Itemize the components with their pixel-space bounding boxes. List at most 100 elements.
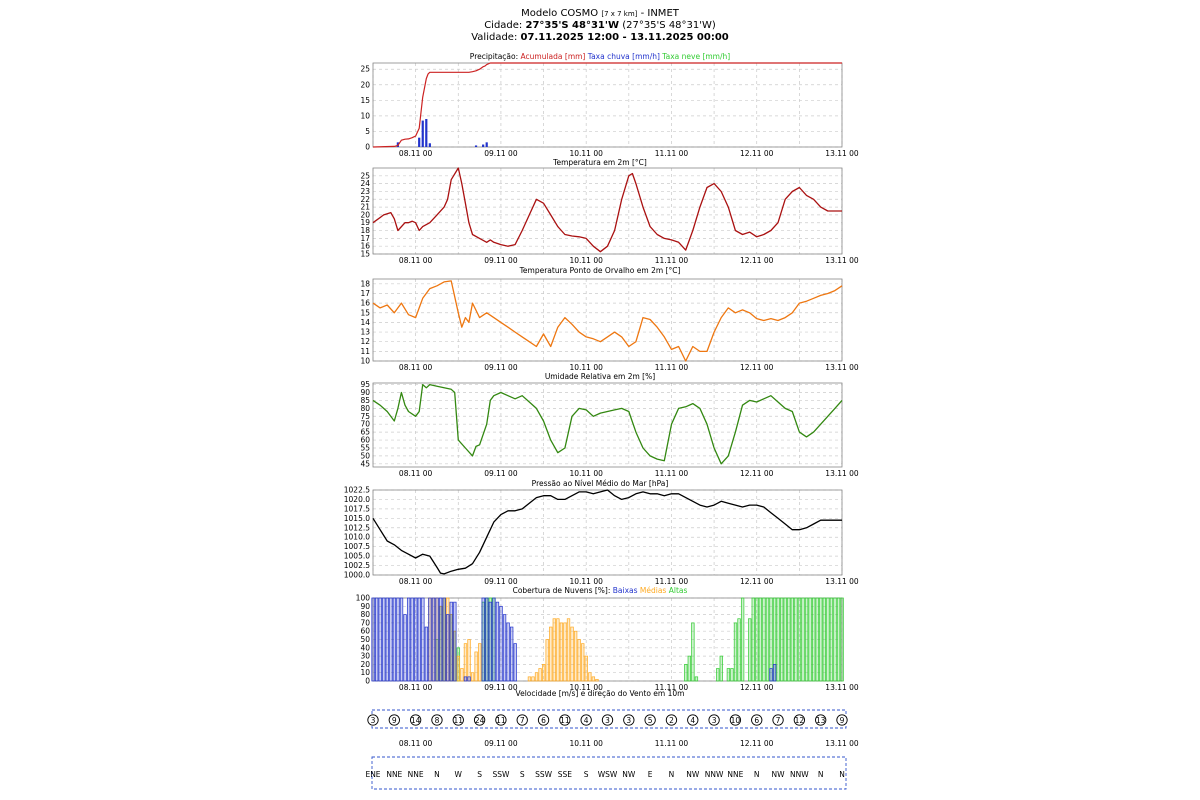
- y-tick-label: 70: [360, 420, 370, 429]
- cloud-altas-bar: [815, 597, 819, 682]
- y-tick-label: 16: [360, 299, 370, 308]
- wind-speed-label: 4: [690, 716, 695, 725]
- cloud-baixas-bar: [385, 597, 389, 682]
- y-tick-label: 80: [360, 610, 370, 619]
- panel-title: Temperatura em 2m [°C]: [552, 158, 647, 167]
- wind-direction-label: SSW: [535, 770, 553, 779]
- y-tick-label: 10: [360, 111, 370, 120]
- cloud-baixas-bar: [406, 597, 411, 682]
- y-tick-label: 12: [360, 337, 370, 346]
- plot-area: [373, 63, 842, 147]
- y-tick-label: 45: [360, 459, 370, 468]
- cloud-altas-bar: [719, 655, 723, 682]
- y-tick-label: 1022.5: [344, 486, 370, 495]
- cloud-medias-bar: [577, 639, 581, 682]
- panel-title-part: Altas: [669, 586, 688, 595]
- panel-title-part: Médias: [640, 586, 669, 595]
- wind-speed-marker: [665, 714, 678, 726]
- wind-direction-label: E: [648, 770, 653, 779]
- y-tick-label: 17: [360, 289, 370, 298]
- y-tick-label: 1000.0: [344, 571, 370, 580]
- cloud-baixas-bar: [481, 597, 485, 682]
- x-tick-label: 11.11 00: [655, 149, 689, 158]
- wind-speed-label: 9: [392, 716, 397, 725]
- cloud-baixas-bar: [421, 597, 425, 682]
- cloud-baixas-bar: [396, 597, 400, 682]
- panel-title-part: Pressão ao Nível Médio do Mar [hPa]: [532, 479, 669, 488]
- validity-range: 07.11.2025 12:00 - 13.11.2025 00:00: [520, 32, 729, 43]
- cloud-altas-bar: [684, 664, 688, 682]
- y-tick-label: 50: [360, 635, 370, 644]
- cloud-altas-bar: [794, 597, 798, 682]
- cloud-baixas-bar: [513, 643, 517, 682]
- x-tick-label: 10.11 00: [569, 577, 603, 586]
- cloud-altas-bar: [758, 597, 763, 682]
- wind-speed-marker: [772, 714, 784, 726]
- x-tick-label: 09.11 00: [484, 577, 518, 586]
- wind-speed-marker: [729, 714, 742, 726]
- x-tick-label: 09.11 00: [484, 469, 518, 478]
- x-tick-label: 13.11 00: [825, 577, 859, 586]
- dew-series-line: [372, 280, 843, 362]
- cloud-altas-bar: [737, 618, 741, 682]
- x-tick-label: 10.11 00: [569, 363, 603, 372]
- wind-speed-marker: [495, 714, 507, 726]
- wind-speed-label: 6: [754, 716, 759, 725]
- cloud-medias-bar: [570, 626, 574, 682]
- cloud-medias-bar: [584, 655, 588, 682]
- cloud-medias-bar: [538, 668, 542, 682]
- validity-line: Validade: 07.11.2025 12:00 - 13.11.2025 …: [0, 32, 1200, 44]
- y-tick-label: 90: [360, 602, 370, 611]
- x-tick-label: 11.11 00: [655, 577, 689, 586]
- y-tick-label: 15: [360, 96, 370, 105]
- cloud-baixas-bar: [417, 597, 421, 682]
- cloud-altas-bar: [829, 597, 834, 682]
- cloud-altas-bar: [694, 676, 699, 682]
- cloud-baixas-bar: [467, 676, 471, 682]
- cloud-altas-bar: [691, 622, 695, 682]
- cloud-baixas-bar: [769, 668, 773, 682]
- cloud-baixas-bar: [510, 626, 514, 682]
- precip-rate-bar: [421, 120, 424, 147]
- panel-title-part: Cobertura de Nuvens [%]:: [513, 586, 613, 595]
- accumulated-precip-line: [372, 62, 842, 148]
- cloud-medias-bar: [595, 678, 599, 682]
- panel-title-part: Umidade Relativa em 2m [%]: [545, 372, 655, 381]
- wind-speed-marker: [431, 714, 443, 726]
- x-tick-label: 10.11 00: [569, 739, 603, 748]
- wind-speed-label: 3: [712, 716, 717, 725]
- cloud-medias-bar: [549, 626, 553, 682]
- cloud-baixas-bar: [438, 597, 443, 682]
- panel-title-part: Temperatura em 2m [°C]: [552, 158, 647, 167]
- wind-speed-marker: [409, 714, 422, 726]
- cloud-altas-bar: [748, 618, 752, 682]
- cloud-baixas-bar: [442, 597, 446, 682]
- wind-speed-label: 5: [648, 716, 653, 725]
- cloud-baixas-bar: [506, 622, 510, 682]
- panel-title-part: Velocidade [m/s] e direção do Vento em 1…: [516, 689, 685, 698]
- wind-speed-label: 8: [435, 716, 440, 725]
- panel-title: Pressão ao Nível Médio do Mar [hPa]: [532, 479, 669, 488]
- wind-speed-marker: [644, 714, 656, 726]
- panel-title: Precipitação: Acumulada [mm] Taxa chuva …: [470, 52, 730, 61]
- wind-direction-label: N: [839, 770, 845, 779]
- x-tick-label: 11.11 00: [655, 469, 689, 478]
- cloud-baixas-bar: [375, 597, 379, 682]
- plot-area: [373, 490, 842, 575]
- y-tick-label: 1002.5: [344, 561, 370, 570]
- city-coordinates-alt: (27°35'S 48°31'W): [622, 20, 716, 31]
- cloud-altas-bar: [716, 668, 720, 682]
- cloud-altas-bar: [787, 597, 791, 682]
- cloud-baixas-bar: [463, 676, 468, 682]
- cloud-baixas-bar: [772, 664, 777, 682]
- y-tick-label: 21: [360, 203, 370, 212]
- cloud-medias-bar: [588, 672, 592, 682]
- y-tick-label: 24: [360, 179, 370, 188]
- x-tick-label: 11.11 00: [655, 683, 689, 692]
- y-tick-label: 0: [365, 143, 370, 152]
- wind-direction-label: N: [754, 770, 760, 779]
- cloud-medias-bar: [478, 643, 482, 682]
- x-tick-label: 11.11 00: [655, 256, 689, 265]
- x-tick-label: 12.11 00: [740, 469, 774, 478]
